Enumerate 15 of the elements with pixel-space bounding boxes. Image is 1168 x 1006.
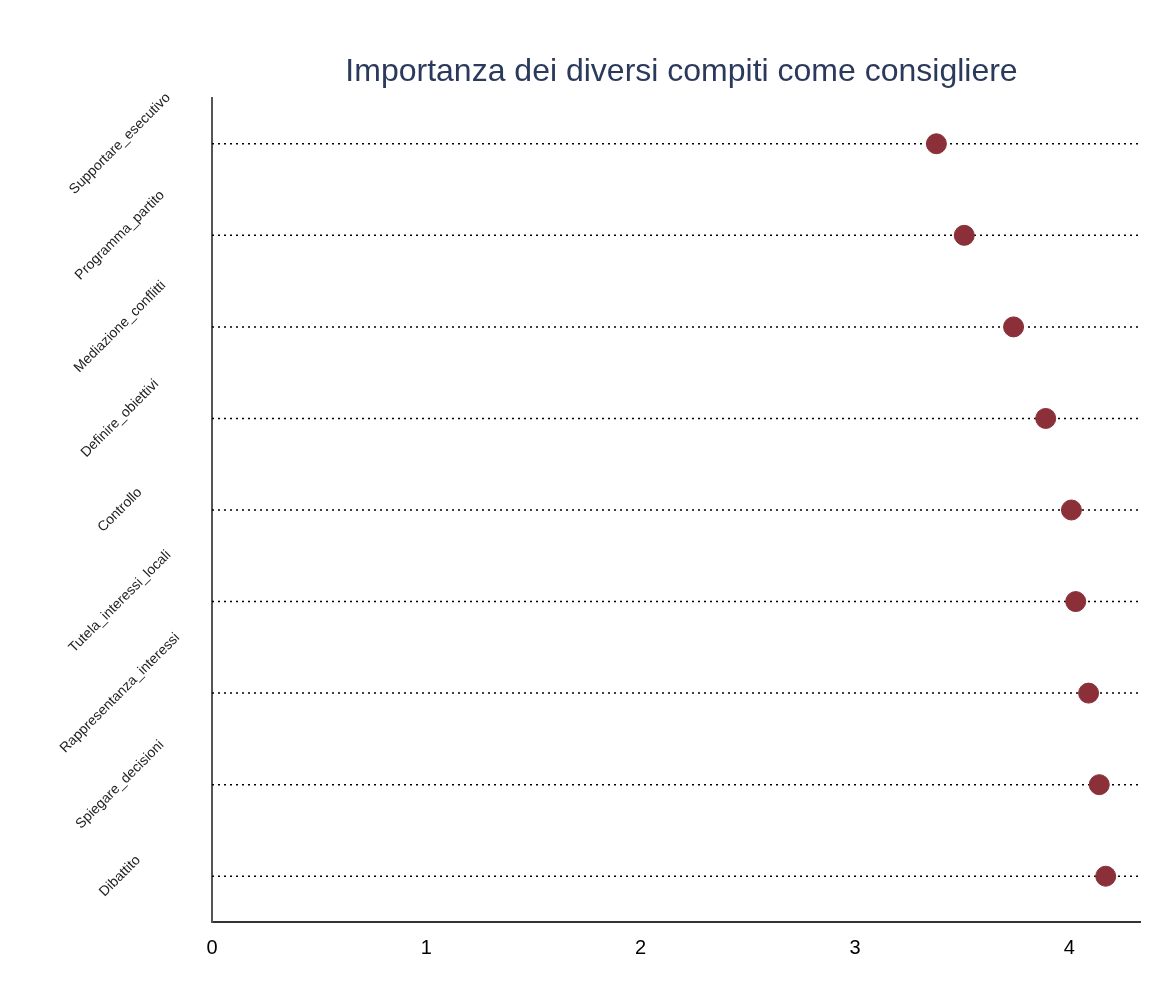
point xyxy=(1065,591,1087,613)
point xyxy=(925,133,947,155)
point xyxy=(1003,316,1025,338)
point xyxy=(1060,499,1082,521)
x-tick-label: 0 xyxy=(206,935,218,958)
x-tick-label: 3 xyxy=(849,935,861,958)
x-tick-label: 1 xyxy=(420,935,432,958)
point xyxy=(1095,865,1117,887)
point xyxy=(1088,774,1110,796)
x-tick-label: 4 xyxy=(1063,935,1075,958)
x-tick-label: 2 xyxy=(635,935,647,958)
point xyxy=(1078,682,1100,704)
chart-title: Importanza dei diversi compiti come consigliere xyxy=(344,52,1019,89)
point xyxy=(953,224,975,246)
point xyxy=(1035,407,1057,429)
